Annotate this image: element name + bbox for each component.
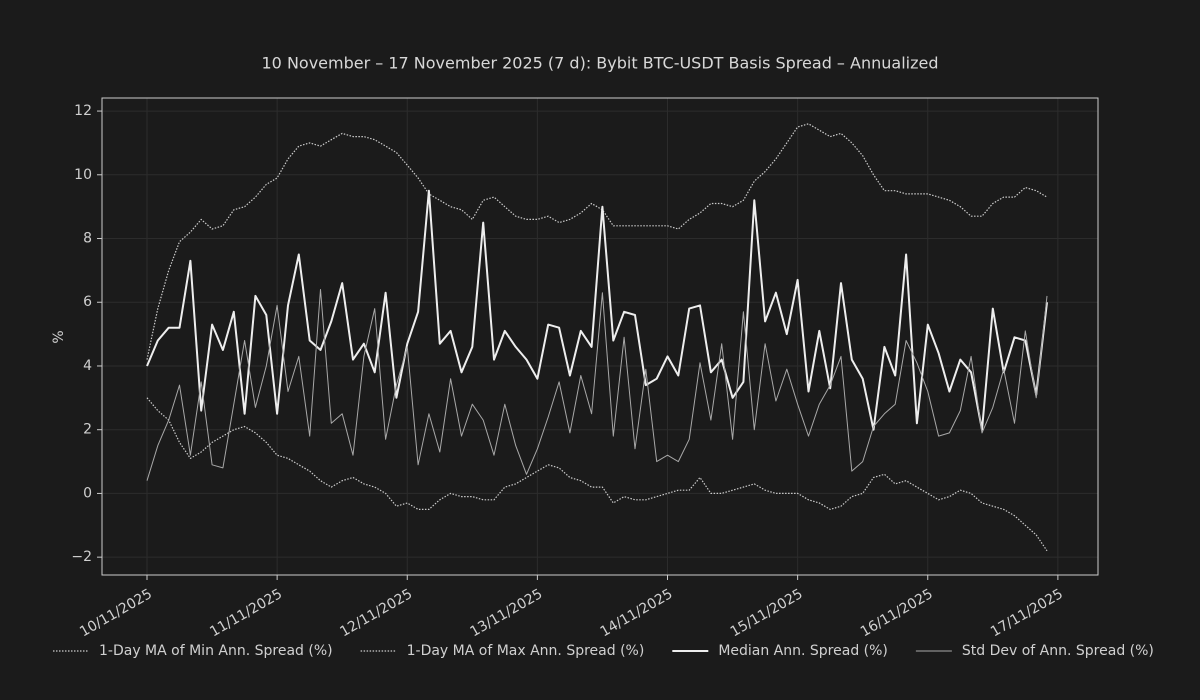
series-line <box>146 289 1048 481</box>
y-tick-label: 8 <box>83 231 92 247</box>
legend-label: 1-Day MA of Max Ann. Spread (%) <box>407 643 645 659</box>
legend-label: Std Dev of Ann. Spread (%) <box>962 643 1154 659</box>
y-tick-label: 4 <box>83 358 92 374</box>
legend-label: 1-Day MA of Min Ann. Spread (%) <box>99 643 333 659</box>
chart-title: 10 November – 17 November 2025 (7 d): By… <box>262 54 939 73</box>
series-line <box>146 123 1048 360</box>
y-tick-label: 10 <box>74 167 92 183</box>
series-line <box>146 189 1048 431</box>
y-tick-label: 0 <box>83 485 92 501</box>
y-tick-label: −2 <box>71 549 92 565</box>
plot-border <box>101 97 1099 576</box>
series-line <box>146 397 1048 552</box>
y-axis-label: % <box>51 330 67 343</box>
y-tick-label: 2 <box>83 422 92 438</box>
legend-label: Median Ann. Spread (%) <box>718 643 888 659</box>
y-tick-label: 6 <box>83 294 92 310</box>
y-tick-label: 12 <box>74 103 92 119</box>
